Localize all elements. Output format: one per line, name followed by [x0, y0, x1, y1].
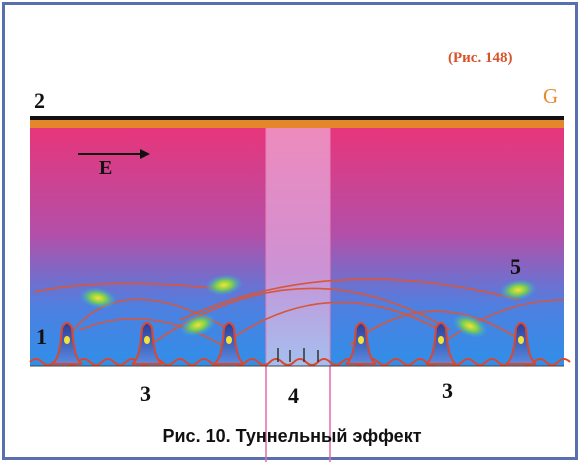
figure-caption: Рис. 10. Туннельный эффект: [162, 426, 422, 446]
figure-reference: (Рис. 148): [448, 50, 513, 66]
top-orange-bar: [30, 120, 564, 128]
label-region-right: 3: [442, 378, 453, 403]
atom-peak-icon: [505, 322, 537, 365]
label-barrier: 4: [288, 383, 299, 408]
barrier-spikes: [277, 348, 319, 362]
atom-peak-icon: [131, 322, 163, 365]
label-electron: 5: [510, 254, 521, 279]
top-plate: [30, 116, 564, 120]
atom-peak-icon: [51, 322, 83, 365]
electron-cloud-icon: [206, 274, 242, 296]
electron-cloud-icon: [452, 314, 488, 338]
label-atom-row: 1: [36, 324, 47, 349]
electron-cloud-icon: [500, 279, 536, 301]
electron-cloud-icon: [180, 313, 216, 337]
label-top-plate: 2: [34, 88, 45, 113]
atom-peak-icon: [345, 322, 377, 365]
tunnel-barrier: [266, 126, 330, 366]
electron-cloud-icon: [80, 287, 116, 309]
arrow-right-icon: [78, 149, 150, 159]
atom-baseline: [29, 358, 571, 366]
label-region-left: 3: [140, 381, 151, 406]
label-top-right: G: [543, 84, 559, 108]
label-field: E: [99, 157, 113, 179]
atom-peak-icon: [425, 322, 457, 365]
atom-peak-icon: [213, 322, 245, 365]
